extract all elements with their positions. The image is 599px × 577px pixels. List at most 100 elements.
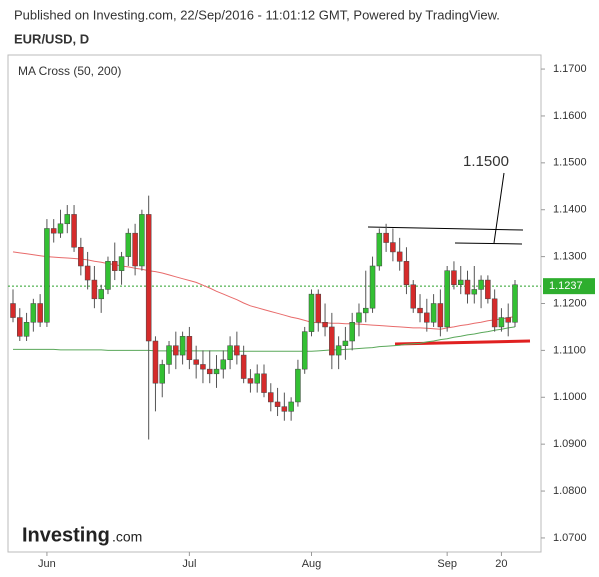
candle-body: [478, 279, 484, 290]
candle-body: [44, 228, 50, 323]
candle-body: [281, 406, 288, 412]
candle-body: [227, 345, 233, 361]
candle-body: [71, 214, 77, 248]
y-tick-label: 1.1600: [553, 110, 587, 122]
candle-body: [349, 322, 355, 342]
indicator-label: MA Cross (50, 200): [18, 64, 121, 78]
y-tick-label: 1.1100: [553, 344, 586, 356]
trend-line: [454, 242, 523, 245]
candle-body: [193, 359, 199, 365]
last-price-label: 1.1237: [549, 280, 583, 292]
candle-body: [132, 232, 138, 267]
candle-body: [37, 303, 43, 323]
candle-body: [315, 293, 322, 323]
candle-body: [261, 373, 267, 393]
x-tick-label: 20: [495, 558, 507, 570]
candle-body: [84, 265, 91, 281]
candle-body: [403, 261, 410, 285]
candle-body: [295, 368, 301, 403]
candle-body: [254, 373, 260, 384]
candle-body: [396, 251, 403, 262]
candle-body: [139, 214, 145, 267]
x-tick-label: Aug: [302, 558, 322, 570]
candle-body: [23, 322, 30, 337]
y-tick-label: 1.1300: [553, 251, 587, 263]
candle-body: [498, 317, 505, 328]
candle-body: [118, 256, 125, 271]
y-tick-label: 1.1700: [553, 63, 587, 75]
candle-body: [179, 336, 186, 356]
candle-body: [166, 345, 172, 365]
candle-body: [451, 270, 457, 285]
x-tick-label: Jul: [182, 558, 196, 570]
candle-body: [471, 289, 478, 295]
candle-body: [10, 303, 16, 318]
candle-body: [329, 326, 335, 356]
y-tick-label: 1.1200: [553, 297, 587, 309]
candle-body: [200, 364, 206, 370]
candle-body: [356, 312, 362, 323]
candle-body: [485, 279, 491, 300]
candle-body: [301, 331, 308, 370]
candle-body: [410, 284, 416, 309]
candle-body: [234, 345, 240, 356]
y-tick-label: 1.1400: [553, 204, 587, 216]
published-note: Published on Investing.com, 22/Sep/2016 …: [14, 7, 500, 22]
candle-body: [240, 354, 247, 379]
candle-body: [64, 214, 71, 225]
plot-frame: [7, 54, 542, 553]
annotation-pointer: [493, 172, 505, 244]
candle-body: [491, 298, 498, 328]
chart-title: EUR/USD, D: [14, 31, 89, 46]
candle-body: [363, 307, 369, 314]
candle-body: [417, 307, 423, 314]
candle-body: [247, 378, 254, 384]
logo-name: Investing: [22, 524, 110, 546]
candle-body: [186, 336, 193, 361]
candle-body: [91, 279, 98, 300]
candle-body: [342, 340, 349, 346]
trend-line: [367, 226, 524, 231]
candle-body: [335, 345, 342, 356]
y-tick-label: 1.1000: [553, 391, 587, 403]
candle-body: [274, 401, 281, 407]
x-tick-label: Sep: [437, 558, 457, 570]
candle-body: [78, 246, 84, 267]
candle-body: [17, 317, 23, 337]
candle-body: [376, 232, 383, 267]
y-tick-label: 1.1500: [553, 157, 587, 169]
annotation: 1.1500: [463, 153, 509, 170]
candle-body: [50, 228, 57, 234]
candle-body: [457, 279, 464, 285]
candle-body: [220, 359, 227, 370]
candle-body: [505, 317, 511, 323]
candle-body: [105, 261, 111, 290]
candle-body: [512, 284, 518, 323]
candle-body: [98, 289, 104, 300]
candle-body: [308, 293, 315, 332]
candle-body: [125, 232, 132, 257]
candle-body: [112, 261, 118, 271]
candle-body: [430, 303, 437, 323]
candle-body: [173, 345, 179, 356]
y-tick-label: 1.0800: [553, 485, 587, 497]
candle-body: [383, 232, 389, 243]
candle-body: [288, 401, 294, 412]
ma-line: [12, 251, 516, 330]
candle-body: [57, 223, 64, 234]
logo: Investing .com: [22, 524, 142, 546]
candle-body: [437, 303, 444, 328]
logo-suffix: .com: [112, 529, 142, 545]
candle-body: [152, 340, 159, 384]
candle-body: [213, 368, 220, 375]
candle-body: [424, 312, 430, 323]
candle-body: [206, 368, 213, 375]
candle-body: [268, 392, 274, 403]
candle-body: [159, 364, 165, 384]
candle-body: [444, 270, 450, 328]
candle-body: [145, 214, 152, 342]
candle-body: [369, 265, 376, 309]
candle-body: [322, 322, 328, 328]
candle-body: [390, 242, 396, 253]
